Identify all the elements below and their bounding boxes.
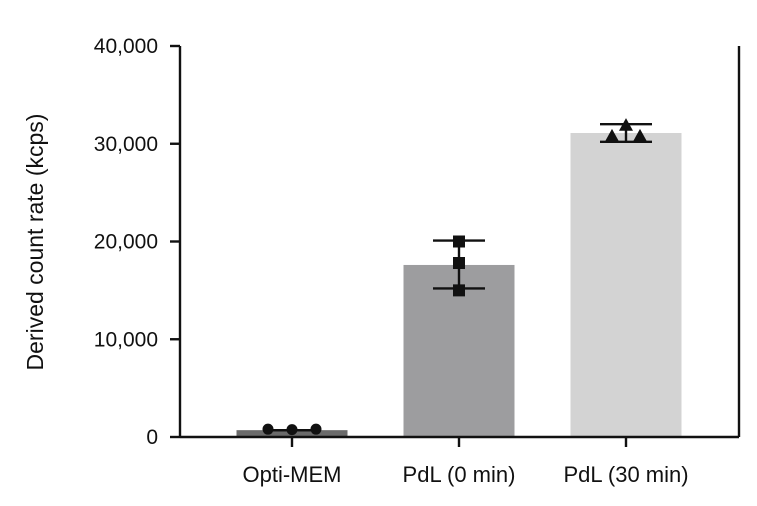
data-point-triangle xyxy=(633,128,647,142)
data-point-triangle xyxy=(605,128,619,142)
data-point-square xyxy=(453,284,465,297)
x-tick-label: PdL (30 min) xyxy=(563,462,688,487)
x-tick-label: Opti-MEM xyxy=(243,462,342,487)
bar-pdl-30-min xyxy=(570,132,682,437)
y-axis-title: Derived count rate (kcps) xyxy=(22,114,48,371)
data-point-square xyxy=(453,257,465,270)
x-tick-label: PdL (0 min) xyxy=(403,462,516,487)
data-point-square xyxy=(453,235,465,248)
y-ticks-group: 0 10,000 20,000 30,000 40,000 xyxy=(94,35,180,449)
y-tick-label: 20,000 xyxy=(94,231,158,254)
x-ticks-group: Opti-MEM PdL (0 min) PdL (30 min) xyxy=(243,437,689,487)
data-point-circle xyxy=(286,424,298,436)
y-tick-label: 30,000 xyxy=(94,133,158,156)
data-point-circle xyxy=(310,423,322,435)
bars-group xyxy=(236,132,682,437)
y-tick-label: 40,000 xyxy=(94,35,158,58)
y-tick-label: 0 xyxy=(146,426,158,449)
data-point-circle xyxy=(262,423,274,435)
y-tick-label: 10,000 xyxy=(94,328,158,351)
data-points-group xyxy=(262,118,647,436)
data-point-triangle xyxy=(619,118,633,131)
